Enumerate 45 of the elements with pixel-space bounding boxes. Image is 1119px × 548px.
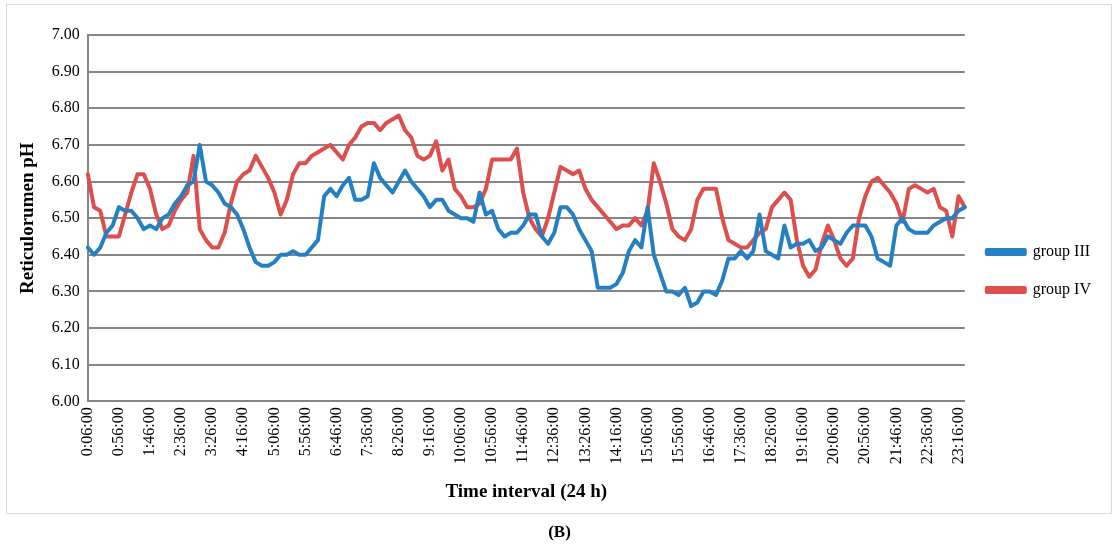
- x-tick-label: 4:16:00: [233, 407, 251, 457]
- y-tick-label: 7.00: [51, 25, 80, 43]
- y-tick-label: 6.50: [51, 208, 80, 226]
- x-tick-label: 22:36:00: [917, 407, 935, 465]
- y-tick-label: 6.70: [51, 135, 80, 153]
- x-tick-label: 13:26:00: [575, 407, 593, 465]
- x-tick-label: 10:56:00: [482, 407, 500, 465]
- x-tick-label: 1:46:00: [140, 407, 158, 457]
- text: (B): [547, 522, 572, 542]
- x-tick-label: 14:16:00: [606, 407, 624, 465]
- x-tick-label: 16:46:00: [699, 407, 717, 465]
- x-tick-label: 3:26:00: [202, 407, 220, 457]
- x-tick-label: 6:46:00: [326, 407, 344, 457]
- legend-label: group IV: [1032, 280, 1092, 299]
- y-tick-label: 6.80: [51, 98, 80, 116]
- x-tick-label: 15:56:00: [668, 407, 686, 465]
- x-tick-label: 20:06:00: [824, 407, 842, 465]
- x-tick-label: 2:36:00: [171, 407, 189, 457]
- y-tick-label: 6.10: [51, 354, 80, 372]
- x-axis-title: Time interval (24 h): [445, 479, 608, 502]
- x-tick-label: 18:26:00: [762, 407, 780, 465]
- x-tick-label: 11:46:00: [513, 407, 531, 464]
- x-tick-label: 0:56:00: [109, 407, 127, 457]
- x-tick-label: 9:16:00: [420, 407, 438, 457]
- x-tick-label: 0:06:00: [78, 407, 95, 457]
- y-axis-title: Reticulorumen pH: [16, 142, 38, 294]
- y-tick-label: 6.60: [51, 171, 80, 189]
- y-tick-label: 6.90: [51, 61, 80, 79]
- x-tick-label: 5:06:00: [264, 407, 282, 457]
- x-tick-label: 19:16:00: [793, 407, 811, 465]
- x-tick-label: 20:56:00: [855, 407, 873, 465]
- x-tick-label: 12:36:00: [544, 407, 562, 465]
- x-tick-label: 21:46:00: [886, 407, 904, 465]
- legend-label: group III: [1032, 242, 1091, 261]
- y-tick-label: 6.20: [51, 318, 80, 336]
- x-tick-label: 5:56:00: [295, 407, 313, 457]
- y-tick-label: 6.30: [51, 281, 80, 299]
- x-tick-label: 7:36:00: [357, 407, 375, 457]
- x-tick-label: 8:26:00: [388, 407, 406, 457]
- y-tick-label: 6.40: [51, 244, 80, 262]
- x-tick-label: 23:16:00: [948, 407, 966, 465]
- x-tick-label: 17:36:00: [731, 407, 749, 465]
- y-tick-label: 6.00: [51, 391, 80, 409]
- x-tick-label: 10:06:00: [451, 407, 469, 465]
- x-tick-label: 15:06:00: [637, 407, 655, 465]
